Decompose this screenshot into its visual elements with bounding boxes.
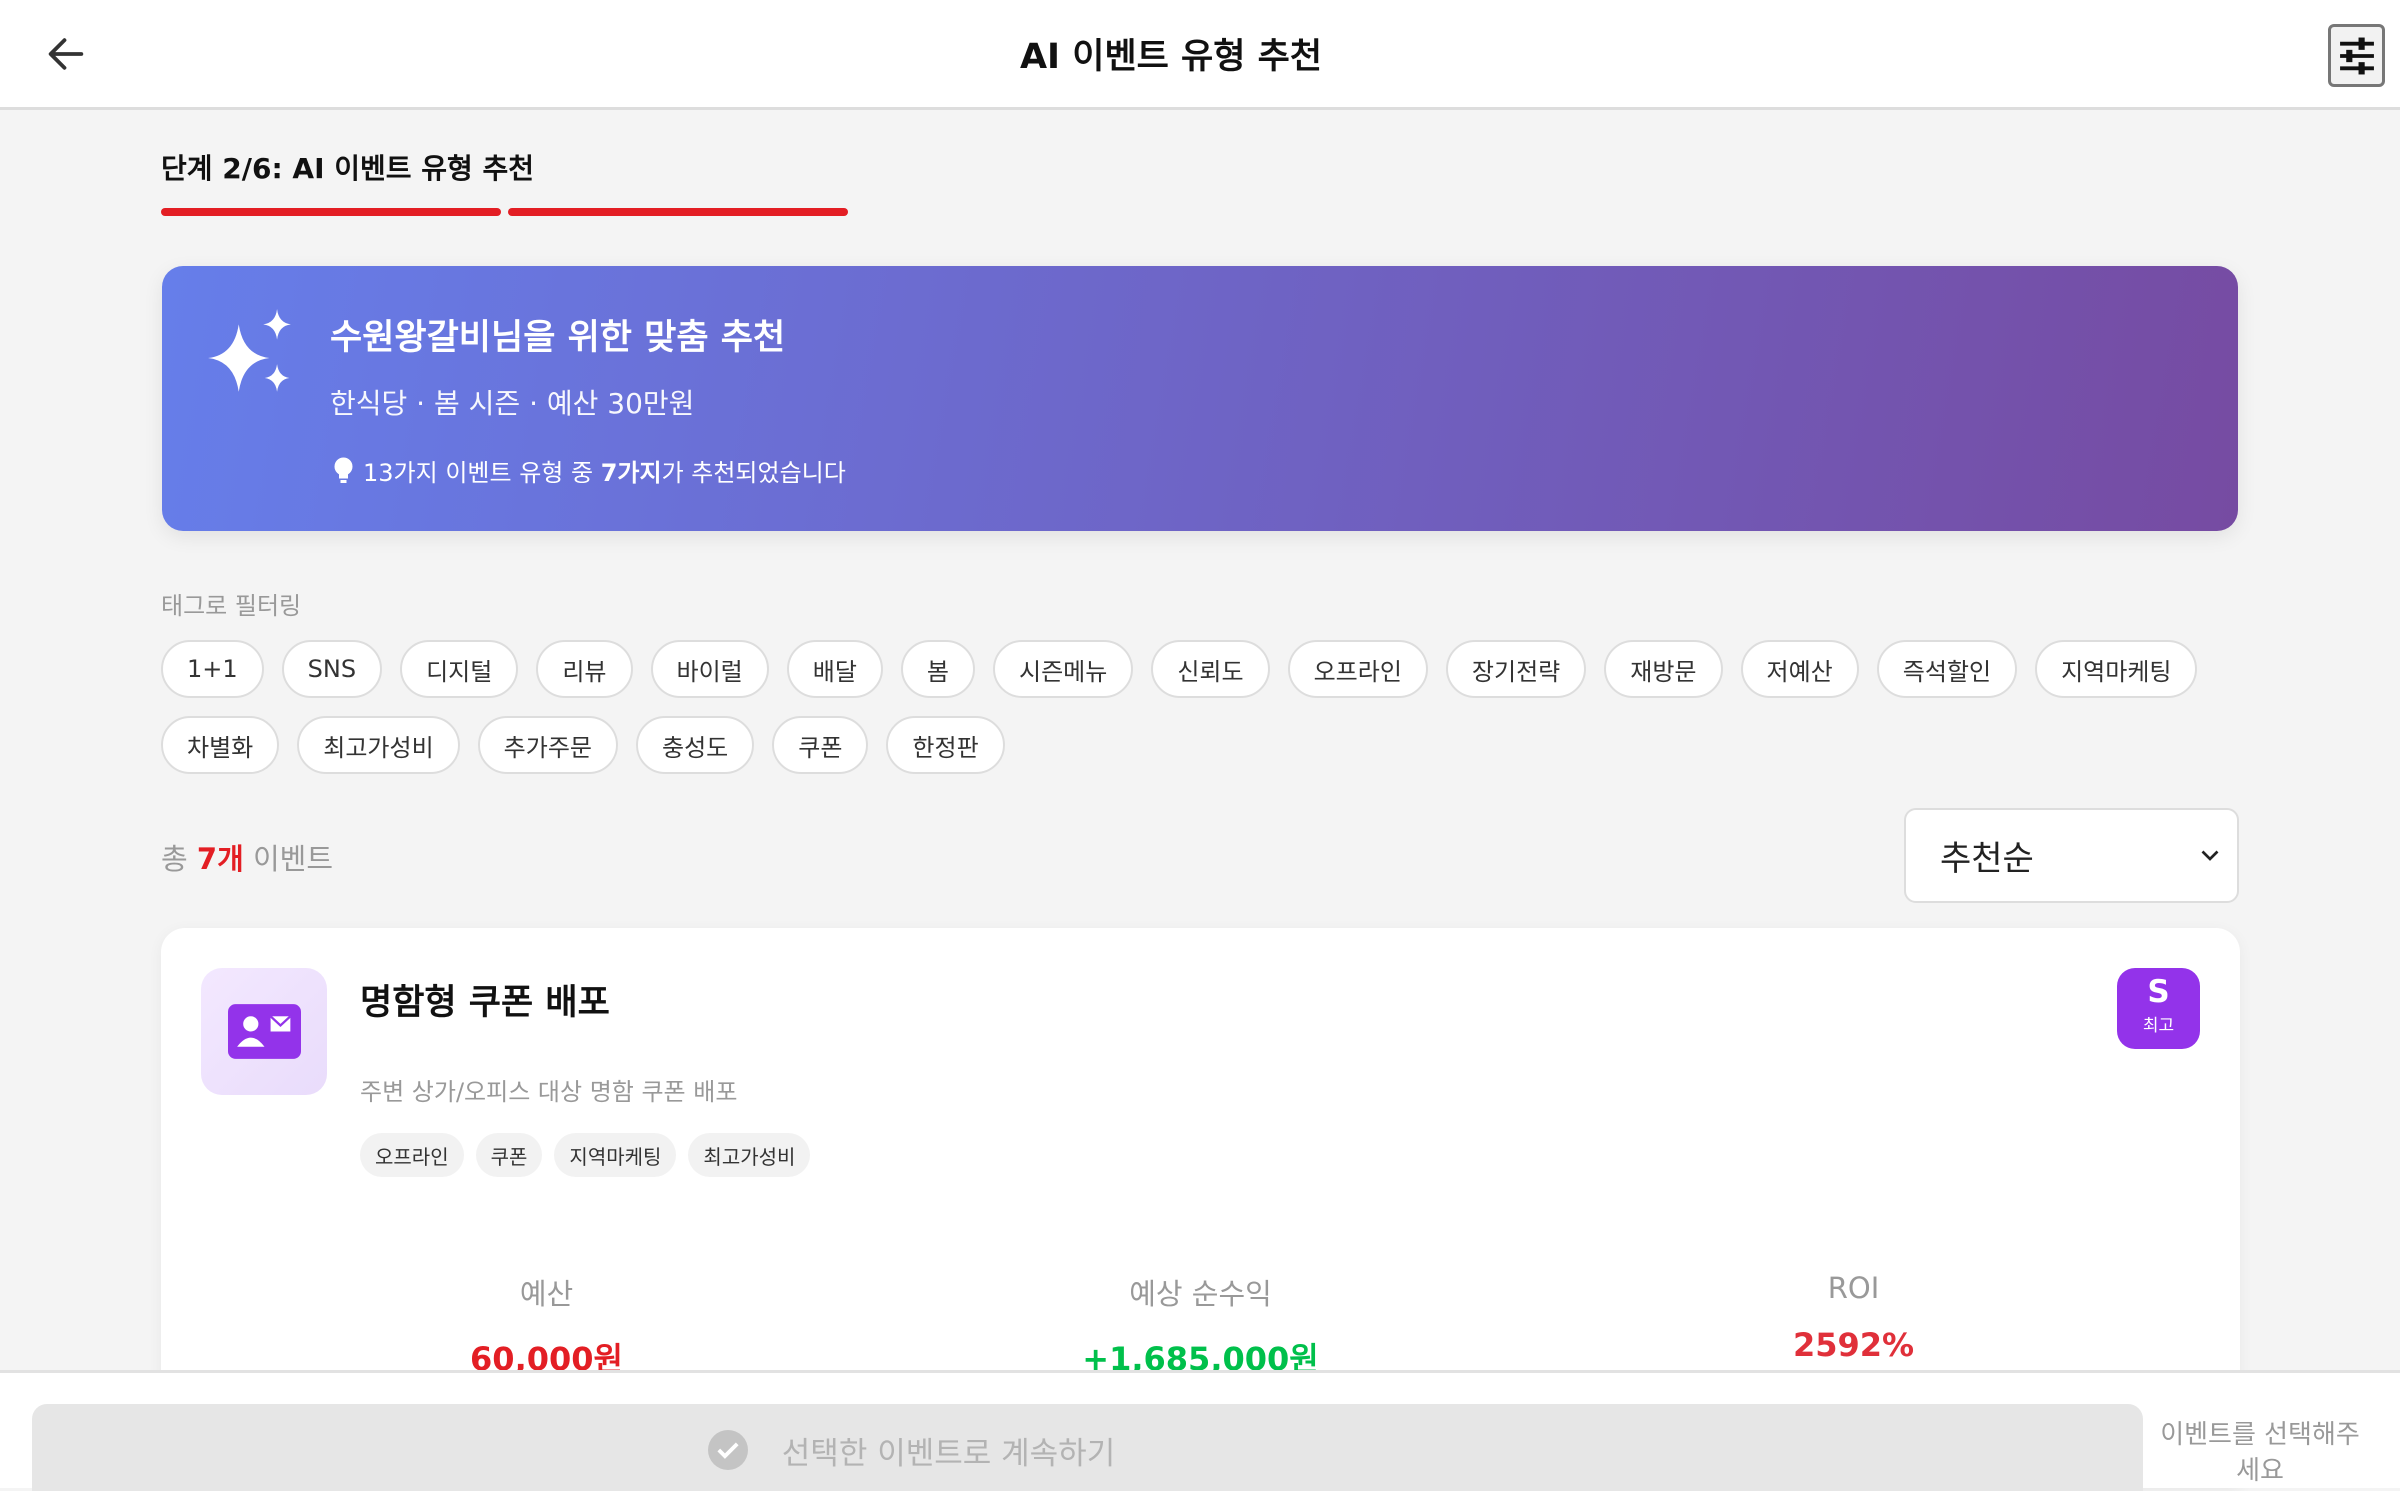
tag-filter-chip[interactable]: 봄: [900, 640, 976, 698]
tag-filter-chip[interactable]: 장기전략: [1445, 640, 1587, 698]
tag-filter-chip[interactable]: 신뢰도: [1151, 640, 1270, 698]
grade-badge: S 최고: [2117, 968, 2200, 1049]
sliders-icon: [2339, 37, 2374, 74]
tag-filter-list: 1+1 SNS 디지털 리뷰 바이럴 배달 봄 시즌메뉴 신뢰도 오프라인 장기전략 재방문 저예산 즉석…: [161, 640, 2212, 774]
filter-label: 태그로 필터링: [161, 592, 302, 620]
banner-title: 수원왕갈비님을 위한 맞춤 추천: [330, 318, 786, 358]
arrow-left-icon[interactable]: [43, 31, 89, 77]
chevron-down-icon: [2201, 850, 2219, 861]
count-prefix: 총: [161, 842, 197, 876]
tag-filter-chip[interactable]: 재방문: [1604, 640, 1723, 698]
stat-net-profit: 예상 순수익 +1,685,000원: [971, 1271, 1430, 1380]
event-title: 명함형 쿠폰 배포: [360, 983, 610, 1023]
tag-filter-chip[interactable]: 쿠폰: [772, 716, 869, 774]
tip-text: 13가지 이벤트 유형 중: [363, 459, 601, 487]
stat-label: 예상 순수익: [1129, 1277, 1272, 1311]
tag-filter-chip[interactable]: 오프라인: [1287, 640, 1428, 698]
event-icon-box: [201, 968, 327, 1095]
stat-value: 2592%: [1792, 1326, 1915, 1364]
tag-filter-chip[interactable]: 저예산: [1740, 640, 1859, 698]
tag-filter-chip[interactable]: 시즌메뉴: [993, 640, 1134, 698]
tag-filter-chip[interactable]: 한정판: [886, 716, 1005, 774]
tip-count: 7가지: [600, 459, 662, 487]
page-title: AI 이벤트 유형 추천: [1019, 37, 1323, 77]
tip-text-suffix: 가 추천되었습니다: [661, 459, 846, 487]
stat-budget: 예산 60,000원: [317, 1271, 776, 1380]
tag-filter-chip[interactable]: 디지털: [400, 640, 519, 698]
step-title: 단계 2/6: AI 이벤트 유형 추천: [161, 152, 535, 185]
event-tag: 최고가성비: [688, 1133, 811, 1177]
event-tag: 지역마케팅: [554, 1133, 677, 1177]
tag-filter-chip[interactable]: 즉석할인: [1876, 640, 2018, 698]
banner-tip: 13가지 이벤트 유형 중 7가지가 추천되었습니다: [333, 453, 846, 488]
tag-filter-chip[interactable]: 1+1: [161, 640, 264, 698]
result-count: 총 7개 이벤트: [161, 836, 333, 878]
continue-button[interactable]: 선택한 이벤트로 계속하기: [32, 1404, 2143, 1491]
tag-filter-chip[interactable]: SNS: [281, 640, 383, 698]
sparkle-icon: [208, 309, 291, 392]
event-description: 주변 상가/오피스 대상 명함 쿠폰 배포: [360, 1078, 738, 1106]
selection-hint: 이벤트를 선택해주세요: [2160, 1420, 2360, 1486]
tag-filter-chip[interactable]: 지역마케팅: [2035, 640, 2198, 698]
grade-letter: S: [2147, 974, 2170, 1010]
tag-filter-chip[interactable]: 충성도: [635, 716, 755, 774]
tag-filter-chip[interactable]: 배달: [786, 640, 883, 698]
continue-label: 선택한 이벤트로 계속하기: [781, 1436, 1116, 1472]
sort-select[interactable]: 추천순: [1904, 808, 2239, 903]
filter-settings-button[interactable]: [2328, 24, 2385, 87]
lightbulb-icon: [334, 457, 353, 483]
tag-filter-chip[interactable]: 최고가성비: [297, 716, 460, 774]
grade-label: 최고: [2142, 1016, 2175, 1036]
stat-roi: ROI 2592%: [1624, 1271, 2083, 1364]
banner-subtitle: 한식당 · 봄 시즌 · 예산 30만원: [330, 387, 695, 420]
progress-segment-1: [161, 208, 501, 216]
count-suffix: 이벤트: [243, 842, 334, 876]
stat-label: 예산: [519, 1277, 574, 1311]
app-header: AI 이벤트 유형 추천: [0, 0, 2400, 110]
recommendation-banner: 수원왕갈비님을 위한 맞춤 추천 한식당 · 봄 시즌 · 예산 30만원 13…: [162, 266, 2238, 531]
event-tag: 쿠폰: [475, 1133, 543, 1177]
progress-segment-2: [508, 208, 848, 216]
tag-filter-chip[interactable]: 바이럴: [650, 640, 769, 698]
bottom-bar: 선택한 이벤트로 계속하기 이벤트를 선택해주세요: [0, 1370, 2400, 1491]
count-value: 7개: [196, 842, 244, 876]
sort-value: 추천순: [1940, 839, 2034, 879]
check-circle-icon: [707, 1430, 748, 1470]
stat-label: ROI: [1827, 1271, 1880, 1305]
contact-card-icon: [227, 1004, 301, 1059]
event-tags: 오프라인 쿠폰 지역마케팅 최고가성비: [360, 1133, 811, 1177]
event-tag: 오프라인: [360, 1133, 464, 1177]
tag-filter-chip[interactable]: 차별화: [161, 716, 280, 774]
tag-filter-chip[interactable]: 추가주문: [477, 716, 618, 774]
tag-filter-chip[interactable]: 리뷰: [536, 640, 633, 698]
